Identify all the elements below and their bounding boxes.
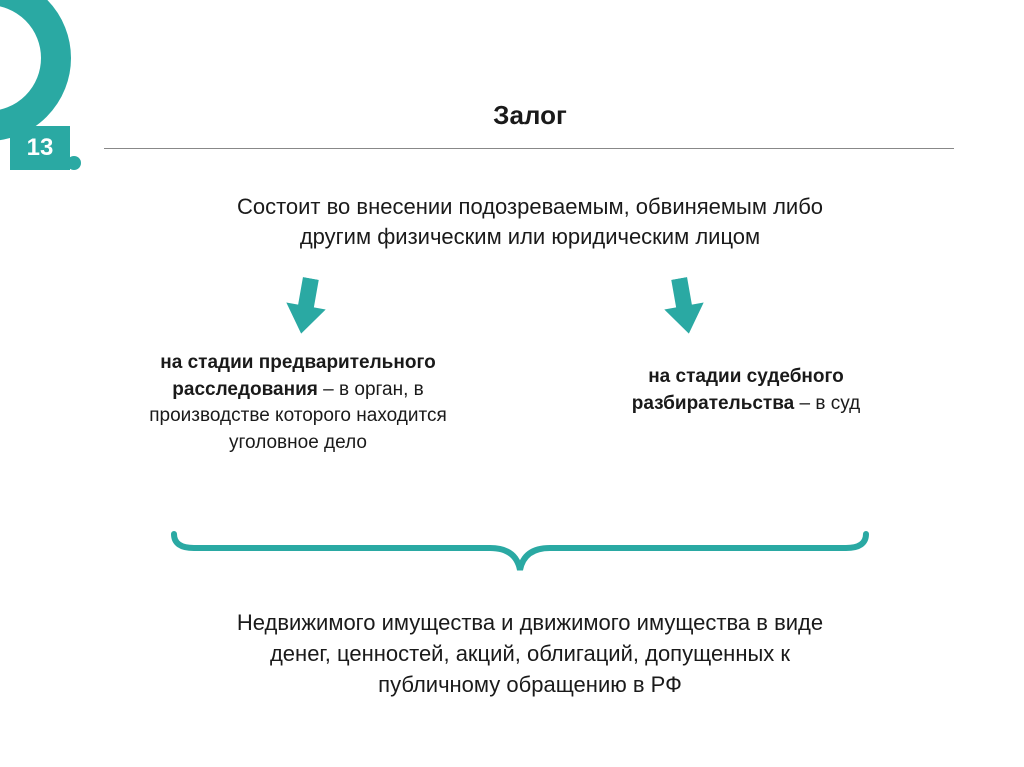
arrow-down-icon xyxy=(278,274,335,337)
decor-ring xyxy=(0,0,56,126)
bracket-icon xyxy=(170,530,870,574)
outro-line-2: денег, ценностей, акций, облигаций, допу… xyxy=(270,641,790,666)
branch-right: на стадии судебного разбирательства – в … xyxy=(576,364,916,417)
title-underline xyxy=(104,148,954,149)
arrow-left xyxy=(278,274,335,337)
branch-left: на стадии предварительного расследования… xyxy=(128,350,468,456)
outro-line-3: публичному обращению в РФ xyxy=(378,672,682,697)
slide-number: 13 xyxy=(10,126,70,170)
slide: 13 Залог Состоит во внесении подозреваем… xyxy=(0,0,1024,767)
outro-text: Недвижимого имущества и движимого имущес… xyxy=(130,608,930,700)
down-bracket xyxy=(170,530,870,570)
intro-text: Состоит во внесении подозреваемым, обвин… xyxy=(130,192,930,251)
outro-line-1: Недвижимого имущества и движимого имущес… xyxy=(237,610,823,635)
slide-title: Залог xyxy=(120,100,940,131)
intro-line-2: другим физическим или юридическим лицом xyxy=(300,224,760,249)
arrow-down-icon xyxy=(656,274,713,337)
intro-line-1: Состоит во внесении подозреваемым, обвин… xyxy=(237,194,823,219)
branch-right-rest: – в суд xyxy=(794,393,860,414)
arrow-right xyxy=(656,274,713,337)
